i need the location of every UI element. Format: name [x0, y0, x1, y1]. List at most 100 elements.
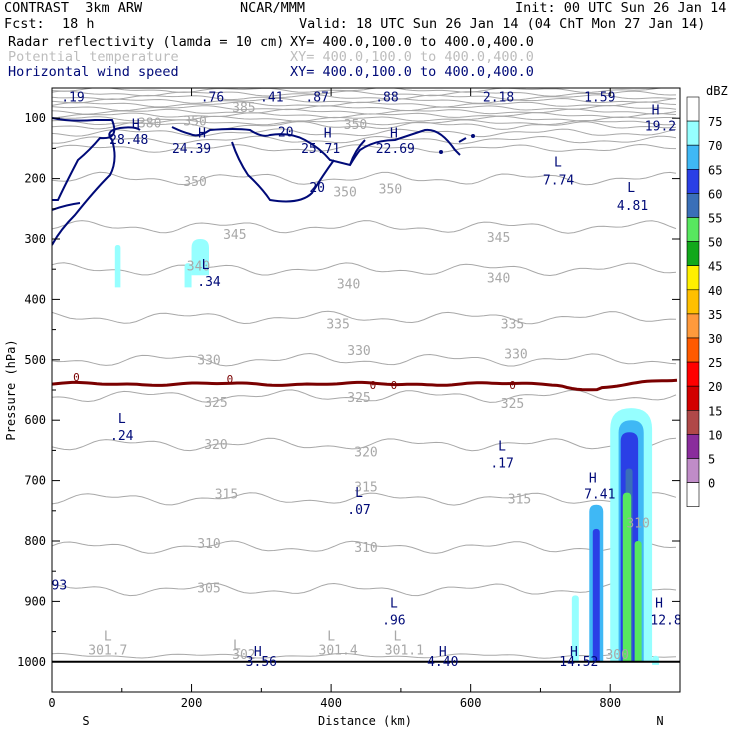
extremum-label: 12.8: [650, 613, 681, 628]
theta-label: 325: [501, 397, 524, 412]
y-tick-label: 400: [24, 292, 46, 306]
colorbar-level-label: 25: [708, 356, 722, 370]
theta-contour-strat: [52, 121, 677, 130]
extremum-label: L: [233, 639, 241, 654]
theta-contour-330: [52, 352, 677, 367]
wind-speed-contour: [52, 126, 141, 246]
theta-label: 315: [508, 493, 531, 508]
wind-speed-contour: [458, 137, 467, 143]
extremum-label: 4.81: [617, 199, 648, 214]
theta-label: 325: [204, 396, 227, 411]
theta-label: 301.4: [319, 644, 358, 659]
init-time: Init: 00 UTC Sun 26 Jan 14: [515, 0, 727, 16]
colorbar-swatch: [686, 313, 700, 339]
colorbar-level-label: 15: [708, 404, 722, 418]
extremum-label: .76: [201, 90, 224, 105]
extremum-label: .87: [305, 90, 328, 105]
extremum-label: H: [324, 127, 332, 142]
reflectivity-cell: [191, 239, 209, 276]
theta-label: 305: [197, 581, 220, 596]
valid-time: Valid: 18 UTC Sun 26 Jan 14 (04 ChT Mon …: [299, 16, 706, 32]
field-reflectivity: Radar reflectivity (lamda = 10 cm): [8, 34, 285, 50]
theta-contour-upper: [52, 112, 677, 119]
reflectivity-cell: [184, 263, 192, 288]
theta-contour-upper: [52, 101, 677, 108]
extremum-label: .19: [61, 90, 84, 105]
extremum-label: .93: [44, 578, 67, 593]
theta-label: 301.1: [385, 644, 424, 659]
theta-label: 345: [223, 228, 246, 243]
colorbar-level-label: 55: [708, 212, 722, 226]
wind-speed-dot: [439, 150, 443, 154]
colorbar-level-label: 45: [708, 260, 722, 274]
y-tick-label: 1000: [17, 655, 46, 669]
extremum-label: .96: [382, 613, 405, 628]
zero-contour-label: 0: [509, 379, 516, 392]
theta-label: 340: [337, 278, 360, 293]
y-tick-label: 900: [24, 594, 46, 608]
extremum-label: L: [554, 156, 562, 171]
model-title: CONTRAST 3km ARW: [4, 0, 143, 16]
zero-contour-label: 0: [73, 371, 80, 384]
colorbar-level-label: 65: [708, 163, 722, 177]
theta-label: 350: [379, 183, 402, 198]
theta-contour-310: [52, 540, 677, 554]
extremum-label: H: [589, 471, 597, 486]
theta-label: 350: [183, 175, 206, 190]
theta-contour-335: [52, 310, 677, 325]
extremum-label: L: [327, 630, 335, 645]
wind-speed-contour: [231, 141, 335, 203]
reflectivity-cell: [571, 595, 579, 662]
colorbar-swatch: [686, 265, 700, 291]
x-tick-label: 400: [320, 696, 342, 710]
colorbar-level-label: 35: [708, 308, 722, 322]
wind-speed-contour: [52, 117, 116, 201]
colorbar-level-label: 40: [708, 284, 722, 298]
theta-label: 310: [354, 541, 377, 556]
theta-label: 350: [344, 118, 367, 133]
theta-label: 330: [504, 348, 527, 363]
y-tick-label: 300: [24, 232, 46, 246]
colorbar-level-label: 30: [708, 332, 722, 346]
x-tick-label: 0: [48, 696, 55, 710]
center-label: NCAR/MMM: [240, 0, 306, 16]
colorbar-level-label: 5: [708, 453, 715, 467]
colorbar-level-label: 20: [708, 380, 722, 394]
theta-contour-315: [52, 492, 677, 506]
section-end-label: N: [656, 714, 663, 728]
extremum-label: 7.74: [543, 174, 574, 189]
reflectivity-cell: [114, 245, 121, 288]
extremum-label: H: [254, 645, 262, 660]
reflectivity-cell: [622, 492, 632, 662]
colorbar-level-label: 60: [708, 187, 722, 201]
wind-speed-dot: [471, 134, 475, 138]
colorbar-swatch: [686, 96, 700, 122]
forecast-label: Fcst:: [4, 16, 45, 32]
extremum-label: 4.40: [427, 655, 458, 670]
theta-contour-strat: [52, 128, 677, 138]
extremum-label: 2.18: [483, 90, 514, 105]
extremum-label: H: [198, 127, 206, 142]
field-theta-xy: XY= 400.0,100.0 to 400.0,400.0: [290, 49, 534, 65]
extremum-label: H: [652, 104, 660, 119]
extremum-label: 1.59: [584, 90, 615, 105]
theta-contour-325: [52, 389, 677, 403]
colorbar-level-label: 70: [708, 139, 722, 153]
colorbar-swatch: [686, 144, 700, 170]
colorbar-level-label: 10: [708, 428, 722, 442]
reflectivity-cell: [634, 541, 642, 662]
reflectivity-cell: [592, 528, 600, 662]
theta-label: 350: [333, 186, 356, 201]
extremum-label: 14.52: [559, 655, 598, 670]
theta-label: 300: [605, 648, 628, 663]
colorbar-title: dBZ: [706, 84, 728, 98]
colorbar-level-label: 75: [708, 115, 722, 129]
reflectivity-cell: [652, 655, 660, 665]
colorbar-swatch: [686, 361, 700, 387]
colorbar-level-label: 0: [708, 477, 715, 491]
colorbar-swatch: [686, 385, 700, 411]
extremum-label: .24: [110, 429, 134, 444]
theta-contour-350: [52, 171, 677, 186]
y-tick-label: 100: [24, 111, 46, 125]
extremum-label: 19.2: [645, 119, 676, 134]
